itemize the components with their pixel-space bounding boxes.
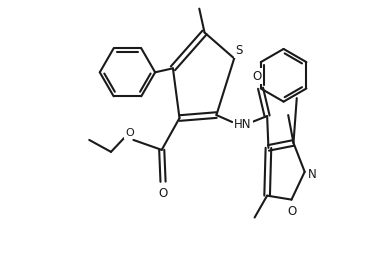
Text: HN: HN xyxy=(234,117,251,131)
Text: O: O xyxy=(158,187,168,200)
Text: S: S xyxy=(235,44,242,57)
Text: O: O xyxy=(253,70,262,83)
Text: O: O xyxy=(288,205,297,218)
Text: O: O xyxy=(125,128,134,138)
Text: N: N xyxy=(308,168,316,181)
